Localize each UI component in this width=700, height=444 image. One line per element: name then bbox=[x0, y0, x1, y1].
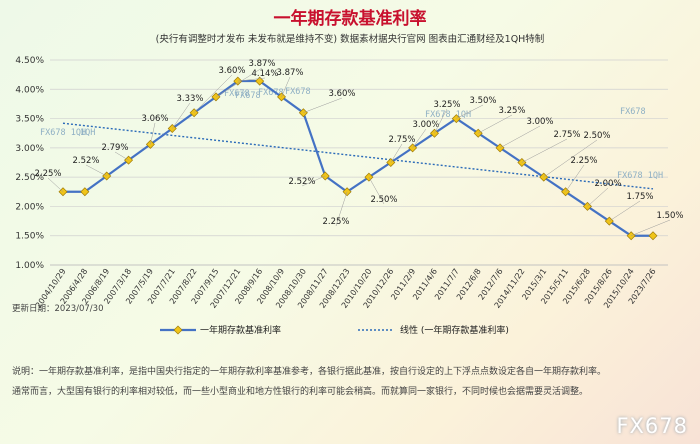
label-leader bbox=[368, 177, 385, 205]
label-leader bbox=[631, 219, 671, 236]
updated-date: 更新日期：2023/07/30 bbox=[12, 303, 104, 314]
notes: 说明：一年期存款基准利率，是指中国央行指定的一年期存款利率基准参考，各银行据此基… bbox=[12, 362, 690, 402]
data-label: 4.14% bbox=[251, 69, 278, 79]
chart-subtitle: (央行有调整时才发布 未发布就是维持不变) 数据素材据央行官网 图表由汇通财经及… bbox=[156, 33, 545, 45]
data-label: 2.75% bbox=[553, 130, 580, 140]
label-leader bbox=[301, 175, 326, 187]
trendline bbox=[62, 122, 654, 190]
data-label: 3.50% bbox=[469, 96, 496, 106]
y-tick-label: 4.50% bbox=[15, 56, 44, 66]
data-label: 2.25% bbox=[34, 169, 61, 179]
data-label: 3.25% bbox=[498, 106, 525, 116]
label-leader bbox=[85, 164, 107, 177]
y-tick-label: 1.00% bbox=[15, 261, 44, 271]
label-leader bbox=[281, 76, 291, 97]
data-label: 2.50% bbox=[370, 195, 397, 205]
label-leader bbox=[215, 67, 263, 98]
data-point bbox=[648, 231, 658, 241]
data-label: 3.87% bbox=[276, 68, 303, 78]
data-label: 2.79% bbox=[101, 143, 128, 153]
data-label: 2.52% bbox=[288, 177, 315, 187]
data-point bbox=[255, 76, 265, 86]
chart-watermark: FX678 1QH bbox=[40, 128, 86, 138]
chart-watermark: FX678 1QH bbox=[425, 110, 471, 120]
label-leader bbox=[172, 102, 191, 129]
data-label: 2.00% bbox=[594, 179, 621, 189]
data-label: 3.00% bbox=[412, 120, 439, 130]
y-tick-label: 1.50% bbox=[15, 232, 44, 242]
y-tick-label: 2.00% bbox=[15, 202, 44, 212]
data-label: 2.52% bbox=[72, 156, 99, 166]
label-leader bbox=[193, 74, 233, 113]
label-leader bbox=[412, 128, 427, 149]
legend-series-marker bbox=[173, 325, 183, 335]
label-leader bbox=[499, 125, 541, 149]
data-label: 2.75% bbox=[388, 135, 415, 145]
data-label: 2.25% bbox=[570, 156, 597, 166]
label-leader bbox=[543, 139, 598, 178]
label-leader bbox=[456, 104, 484, 119]
label-leader bbox=[390, 143, 403, 163]
legend-series-label: 一年期存款基准利率 bbox=[200, 324, 281, 336]
series-line bbox=[63, 79, 653, 237]
data-label: 3.25% bbox=[433, 100, 460, 110]
data-point bbox=[80, 187, 90, 197]
data-label: 3.33% bbox=[176, 94, 203, 104]
data-label: 1.75% bbox=[626, 192, 653, 202]
label-leader bbox=[303, 97, 343, 113]
chart-watermark: 1QH bbox=[80, 128, 95, 138]
label-leader bbox=[150, 122, 156, 145]
label-leader bbox=[478, 114, 513, 134]
y-tick-label: 3.50% bbox=[15, 115, 44, 125]
chart-watermark: FX678 bbox=[285, 87, 311, 97]
label-leader bbox=[335, 191, 348, 227]
chart-watermark: FX678 bbox=[258, 88, 284, 98]
data-label: 3.60% bbox=[218, 66, 245, 76]
chart-watermark: FX678 bbox=[235, 91, 261, 101]
y-tick-label: 4.00% bbox=[15, 85, 44, 95]
data-label: 3.87% bbox=[248, 59, 275, 69]
brand-watermark: FX678 bbox=[616, 414, 688, 438]
chart-watermark: FX678 1QH bbox=[617, 171, 663, 181]
data-label: 2.50% bbox=[583, 131, 610, 141]
label-leader bbox=[609, 200, 641, 222]
label-leader bbox=[434, 108, 448, 134]
data-label: 3.60% bbox=[328, 89, 355, 99]
data-label: 2.25% bbox=[322, 217, 349, 227]
note-line: 说明：一年期存款基准利率，是指中国央行指定的一年期存款利率基准参考，各银行据此基… bbox=[12, 367, 607, 377]
label-leader bbox=[521, 138, 568, 163]
chart-title: 一年期存款基准利率 bbox=[274, 8, 427, 29]
label-leader bbox=[565, 164, 585, 192]
label-leader bbox=[47, 177, 64, 192]
data-label: 3.00% bbox=[526, 117, 553, 127]
y-tick-label: 2.50% bbox=[15, 173, 44, 183]
legend-trend-label: 线性 (一年期存款基准利率) bbox=[400, 324, 509, 336]
label-leader bbox=[114, 151, 129, 161]
data-label: 3.06% bbox=[141, 114, 168, 124]
plot-area: 1.00% 1.50% 2.00% 2.50% 3.00% 3.50% 4.00% 4.50%… bbox=[15, 56, 683, 336]
label-leader bbox=[237, 77, 266, 82]
y-tick-label: 3.00% bbox=[15, 144, 44, 154]
chart-watermark: FX678 bbox=[620, 107, 646, 117]
data-label: 1.50% bbox=[656, 211, 683, 221]
note-line: 通常而言，大型国有银行的利率相对较低，而一些小型商业和地方性银行的利率可能会稍高… bbox=[12, 387, 589, 397]
chart-watermark: FX678 bbox=[224, 89, 250, 99]
label-leader bbox=[587, 187, 609, 207]
